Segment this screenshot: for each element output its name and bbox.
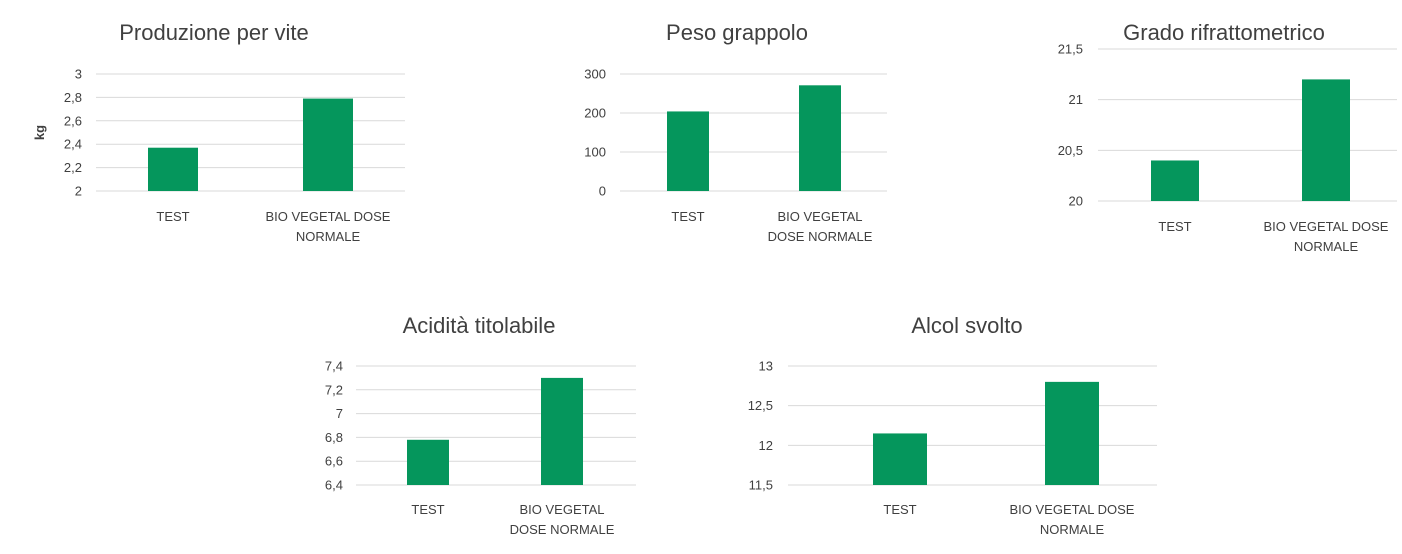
category-label: BIO VEGETAL DOSE NORMALE [266, 209, 391, 244]
y-tick-label: 3 [75, 67, 82, 82]
y-tick-label: 21,5 [1058, 42, 1083, 57]
bar [667, 111, 709, 191]
category-label: BIO VEGETAL DOSE NORMALE [1264, 219, 1389, 254]
y-tick-label: 13 [759, 359, 773, 374]
chart-2: Peso grappolo 0 100 200 300 TEST BIO VEGETAL DO… [584, 20, 887, 244]
chart-5: Alcol svolto 11,5 12 12,5 13 TEST BIO VEGETAL … [748, 313, 1157, 537]
y-tick-label: 11,5 [749, 478, 773, 493]
y-tick-label: 21 [1069, 92, 1083, 107]
y-tick-label: 20 [1069, 194, 1083, 209]
y-tick-label: 6,6 [325, 454, 343, 469]
chart-title: Alcol svolto [911, 313, 1022, 338]
bar [873, 433, 927, 485]
y-tick-label: 6,8 [325, 430, 343, 445]
y-tick-label: 2,2 [64, 160, 82, 175]
category-label: TEST [1158, 219, 1191, 234]
category-label: TEST [671, 209, 704, 224]
category-label: TEST [156, 209, 189, 224]
category-label: BIO VEGETAL DOSE NORMALE [1010, 502, 1135, 537]
bar [303, 98, 353, 191]
chart-title: Peso grappolo [666, 20, 808, 45]
y-axis-label: kg [32, 125, 47, 140]
y-tick-label: 2,6 [64, 113, 82, 128]
chart-3: Grado rifrattometrico 20 20,5 21 21,5 TEST BIO… [1058, 20, 1397, 254]
category-label: TEST [411, 502, 444, 517]
category-label: TEST [883, 502, 916, 517]
bar [1151, 160, 1199, 201]
chart-title: Produzione per vite [119, 20, 309, 45]
bar [1045, 381, 1099, 485]
y-tick-label: 100 [584, 145, 606, 160]
category-label: BIO VEGETAL DOSE NORMALE [768, 209, 873, 244]
y-tick-label: 200 [584, 106, 606, 121]
chart-title: Acidità titolabile [403, 313, 556, 338]
bar [541, 377, 583, 485]
chart-title: Grado rifrattometrico [1123, 20, 1325, 45]
y-tick-label: 7 [336, 406, 343, 421]
y-tick-label: 2,4 [64, 137, 82, 152]
chart-1: Produzione per vite 2 2,2 2,4 2,6 2,8 3 kg TEST B… [32, 20, 405, 244]
bar [1302, 79, 1350, 201]
bar [407, 439, 449, 485]
y-tick-label: 20,5 [1058, 143, 1083, 158]
y-tick-label: 7,2 [325, 382, 343, 397]
y-tick-label: 2,8 [64, 90, 82, 105]
y-tick-label: 2 [75, 184, 82, 199]
y-tick-label: 12 [759, 438, 773, 453]
bar [799, 85, 841, 191]
y-tick-label: 12,5 [748, 398, 773, 413]
category-label: BIO VEGETAL DOSE NORMALE [510, 502, 615, 537]
chart-4: Acidità titolabile 6,4 6,6 6,8 7 7,2 7,4 TEST BI… [325, 313, 636, 537]
bar [148, 147, 198, 191]
y-tick-label: 0 [599, 184, 606, 199]
y-tick-label: 6,4 [325, 478, 343, 493]
y-tick-label: 300 [584, 67, 606, 82]
y-tick-label: 7,4 [325, 359, 343, 374]
